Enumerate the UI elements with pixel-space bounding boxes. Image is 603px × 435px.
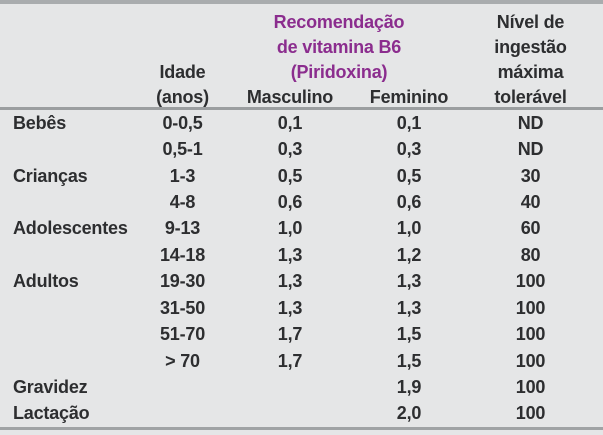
header-span-title: Recomendação de vitamina B6 (Piridoxina)	[220, 8, 458, 85]
table-row: 51-70 1,7 1,5 100	[0, 321, 603, 347]
cell-tolerable-value: 100	[515, 350, 546, 371]
cell-group-label: Gravidez	[13, 376, 88, 397]
cell-tolerable-value: 100	[515, 324, 546, 345]
cell-male-value: 0,6	[277, 191, 303, 212]
cell-age-range: 19-30	[159, 271, 206, 292]
cell-male-value: 1,3	[277, 297, 303, 318]
cell-tolerable-value: 30	[520, 165, 541, 186]
cell-age-range: 31-50	[159, 297, 206, 318]
cell-male-value: 0,1	[277, 112, 303, 133]
header-age: Idade (anos)	[145, 60, 220, 111]
table-bottom-rule	[0, 427, 603, 430]
cell-male-value: 1,3	[277, 271, 303, 292]
cell-age-range: > 70	[165, 350, 200, 371]
cell-age-range: 0-0,5	[162, 112, 203, 133]
cell-female-value: 0,6	[396, 191, 422, 212]
cell-female-value: 0,5	[396, 165, 422, 186]
table-row: Lactação 2,0 100	[0, 401, 603, 427]
table-row: Bebês 0-0,5 0,1 0,1 ND	[0, 110, 603, 136]
cell-age-range: 14-18	[159, 244, 206, 265]
table-row: 0,5-1 0,3 0,3 ND	[0, 136, 603, 162]
cell-male-value: 1,0	[277, 218, 303, 239]
cell-group-label: Crianças	[13, 165, 88, 186]
cell-female-value: 0,1	[396, 112, 422, 133]
table-row: 4-8 0,6 0,6 40	[0, 189, 603, 215]
table-row: 31-50 1,3 1,3 100	[0, 295, 603, 321]
cell-female-value: 1,3	[396, 297, 422, 318]
cell-group-label: Lactação	[13, 403, 90, 424]
cell-male-value: 1,7	[277, 324, 303, 345]
cell-female-value: 2,0	[396, 403, 422, 424]
cell-female-value: 1,5	[396, 350, 422, 371]
table-row: 14-18 1,3 1,2 80	[0, 242, 603, 268]
header-masculino: Masculino	[246, 87, 334, 107]
table-row: Adultos 19-30 1,3 1,3 100	[0, 269, 603, 295]
cell-age-range: 9-13	[164, 218, 201, 239]
table-header: Idade (anos) Recomendação de vitamina B6…	[0, 4, 603, 107]
header-tolerable-line2: ingestão	[494, 37, 567, 57]
table-top-rule	[0, 0, 603, 4]
header-tolerable-level: Nível de ingestão máxima tolerável	[458, 10, 603, 111]
cell-tolerable-value: 100	[515, 403, 546, 424]
table-row: > 70 1,7 1,5 100	[0, 348, 603, 374]
cell-group-label: Bebês	[13, 112, 67, 133]
cell-age-range: 4-8	[169, 191, 196, 212]
cell-tolerable-value: 60	[520, 218, 541, 239]
table-row: Crianças 1-3 0,5 0,5 30	[0, 163, 603, 189]
cell-group-label: Adolescentes	[13, 218, 128, 239]
cell-male-value: 1,3	[277, 244, 303, 265]
cell-female-value: 0,3	[396, 139, 422, 160]
cell-female-value: 1,0	[396, 218, 422, 239]
table-row: Gravidez 1,9 100	[0, 374, 603, 400]
cell-female-value: 1,9	[396, 376, 422, 397]
header-span-title-line3: (Piridoxina)	[290, 62, 388, 82]
header-tolerable-line3: máxima	[497, 62, 564, 82]
header-tolerable-line1: Nível de	[496, 12, 565, 32]
cell-female-value: 1,5	[396, 324, 422, 345]
header-tolerable-line4: tolerável	[494, 87, 567, 107]
header-span-title-line1: Recomendação	[273, 12, 405, 32]
cell-tolerable-value: 100	[515, 271, 546, 292]
header-span-title-line2: de vitamina B6	[276, 37, 402, 57]
cell-age-range: 0,5-1	[162, 139, 203, 160]
cell-male-value: 1,7	[277, 350, 303, 371]
cell-female-value: 1,3	[396, 271, 422, 292]
cell-tolerable-value: ND	[517, 112, 544, 133]
header-age-line1: Idade	[159, 62, 206, 82]
cell-female-value: 1,2	[396, 244, 422, 265]
cell-tolerable-value: ND	[517, 139, 544, 160]
cell-age-range: 1-3	[169, 165, 196, 186]
cell-tolerable-value: 40	[520, 191, 541, 212]
cell-tolerable-value: 100	[515, 376, 546, 397]
header-feminino: Feminino	[369, 87, 449, 107]
cell-age-range: 51-70	[159, 324, 206, 345]
table-body: Bebês 0-0,5 0,1 0,1 ND 0,5-1 0,3 0,3 ND …	[0, 110, 603, 427]
cell-tolerable-value: 80	[520, 244, 541, 265]
header-separator-rule	[0, 107, 603, 110]
table-row: Adolescentes 9-13 1,0 1,0 60	[0, 216, 603, 242]
header-age-line2: (anos)	[156, 87, 209, 107]
cell-male-value: 0,5	[277, 165, 303, 186]
cell-group-label: Adultos	[13, 271, 79, 292]
cell-male-value: 0,3	[277, 139, 303, 160]
cell-tolerable-value: 100	[515, 297, 546, 318]
